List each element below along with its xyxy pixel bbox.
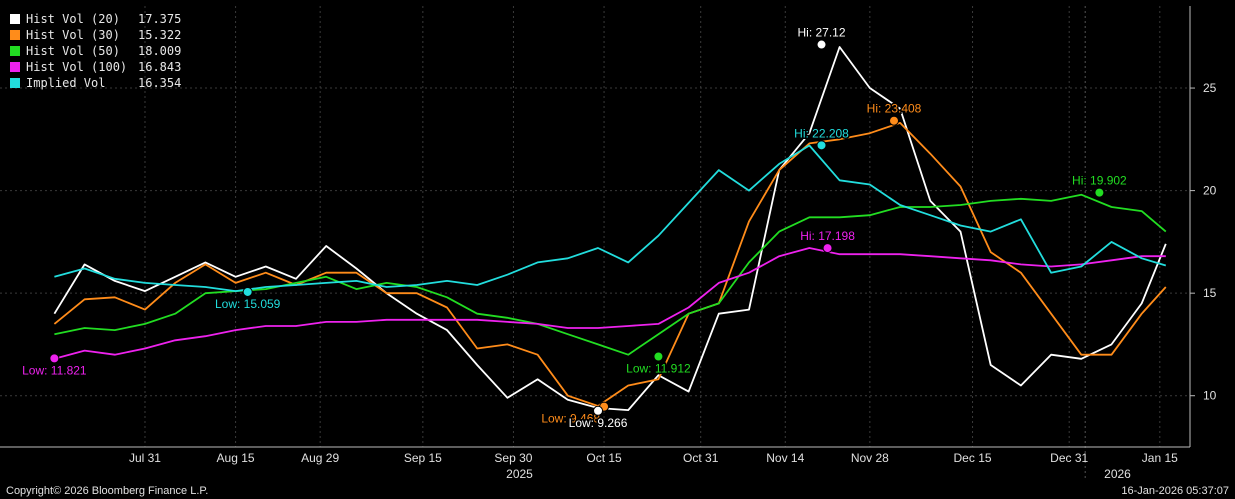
y-tick-label: 25: [1203, 81, 1217, 95]
legend-value: 15.322: [138, 28, 182, 42]
x-tick-label: Sep 30: [494, 451, 532, 465]
x-tick-label: Dec 31: [1050, 451, 1088, 465]
copyright-text: Copyright© 2026 Bloomberg Finance L.P.: [6, 485, 209, 497]
annotation-label: Hi: 27.12: [798, 26, 846, 40]
legend-swatch: [10, 46, 20, 56]
x-tick-label: Aug 15: [217, 451, 255, 465]
legend-swatch: [10, 30, 20, 40]
chart-grid: [0, 6, 1190, 480]
annotation-marker: [816, 39, 827, 50]
legend-value: 16.843: [138, 60, 182, 74]
annotation-label: Low: 11.821: [22, 363, 87, 377]
x-tick-label: Oct 15: [586, 451, 622, 465]
annotation-label: Hi: 17.198: [800, 229, 855, 243]
legend-value: 18.009: [138, 44, 182, 58]
x-tick-label: Oct 31: [683, 451, 719, 465]
legend-item: Hist Vol (50) 18.009: [10, 43, 181, 59]
annotation-label: Low: 11.912: [626, 362, 691, 376]
legend-label: Implied Vol: [26, 76, 106, 90]
legend-item: Implied Vol 16.354: [10, 75, 181, 91]
legend-item: Hist Vol (100) 16.843: [10, 59, 181, 75]
annotation-marker: [242, 286, 253, 297]
annotation-label: Low: 9.266: [569, 416, 628, 430]
annotation-marker: [1094, 187, 1105, 198]
timestamp-text: 16-Jan-2026 05:37:07: [1121, 485, 1229, 497]
legend-label: Hist Vol (20): [26, 12, 120, 26]
legend-item: Hist Vol (20) 17.375: [10, 11, 181, 27]
annotation-label: Hi: 23.408: [867, 102, 922, 116]
y-tick-label: 20: [1203, 184, 1217, 198]
chart-series: [53, 46, 1167, 412]
legend-swatch: [10, 62, 20, 72]
legend-label: Hist Vol (50): [26, 44, 120, 58]
year-label: 2026: [1104, 467, 1131, 481]
annotation-marker: [816, 140, 827, 151]
x-tick-label: Aug 29: [301, 451, 339, 465]
annotation-label: Low: 9.468: [541, 412, 600, 426]
year-label: 2025: [506, 467, 533, 481]
series-line: [53, 46, 1167, 412]
series-line: [53, 122, 1167, 407]
legend-value: 16.354: [138, 76, 182, 90]
legend-swatch: [10, 78, 20, 88]
y-tick-label: 10: [1203, 389, 1217, 403]
x-tick-label: Dec 15: [954, 451, 992, 465]
chart-annotations: Hi: 27.12 Hi: 23.408 Hi: 22.208 Hi: 19.902 H…: [21, 24, 1129, 431]
annotation-label: Hi: 19.902: [1072, 174, 1127, 188]
chart-legend: Hist Vol (20) 17.375 Hist Vol (30) 15.32…: [10, 11, 181, 91]
x-tick-label: Jul 31: [129, 451, 161, 465]
annotation-marker: [822, 243, 833, 254]
legend-label: Hist Vol (30): [26, 28, 120, 42]
x-tick-label: Jan 15: [1142, 451, 1178, 465]
legend-value: 17.375: [138, 12, 182, 26]
annotation-marker: [593, 405, 604, 416]
annotation-marker: [49, 353, 60, 364]
annotation-label: Hi: 22.208: [794, 126, 849, 140]
x-tick-label: Sep 15: [404, 451, 442, 465]
series-line: [54, 144, 1167, 293]
legend-item: Hist Vol (30) 15.322: [10, 27, 181, 43]
legend-label: Hist Vol (100): [26, 60, 128, 74]
x-tick-label: Nov 28: [851, 451, 889, 465]
legend-swatch: [10, 14, 20, 24]
annotation-marker: [889, 115, 900, 126]
annotation-marker: [653, 351, 664, 362]
series-line: [54, 247, 1166, 360]
annotation-label: Low: 15.059: [215, 297, 281, 311]
y-tick-label: 15: [1203, 286, 1217, 300]
x-tick-label: Nov 14: [766, 451, 804, 465]
